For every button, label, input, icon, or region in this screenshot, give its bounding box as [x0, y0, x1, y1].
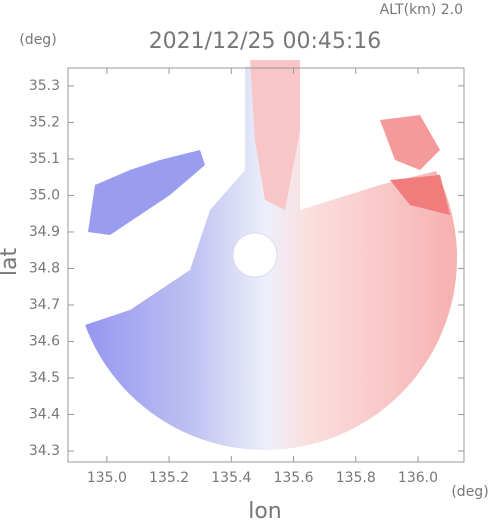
radar-echo	[390, 175, 450, 215]
x-tick-label: 135.6	[273, 470, 313, 486]
x-unit: (deg)	[451, 484, 488, 500]
y-tick-label: 34.3	[29, 443, 60, 459]
x-tick-label: 136.0	[398, 470, 438, 486]
y-tick-label: 34.4	[29, 407, 60, 423]
radar-center	[232, 232, 278, 278]
x-tick-label: 135.0	[87, 470, 127, 486]
chart-title: 2021/12/25 00:45:16	[149, 29, 382, 54]
y-axis-label: lat	[0, 248, 22, 277]
x-axis-label: lon	[248, 499, 282, 521]
radar-echo	[88, 150, 205, 235]
y-tick-label: 35.2	[29, 114, 60, 130]
y-tick-label: 35.0	[29, 187, 60, 203]
y-tick-label: 35.1	[29, 151, 60, 167]
radar-echo	[380, 115, 440, 170]
y-tick-label: 35.3	[29, 78, 60, 94]
y-tick-label: 34.5	[29, 370, 60, 386]
y-tick-label: 34.8	[29, 260, 60, 276]
x-tick-label: 135.4	[211, 470, 251, 486]
x-tick-label: 135.8	[336, 470, 376, 486]
y-tick-label: 34.7	[29, 297, 60, 313]
x-tick-label: 135.2	[149, 470, 189, 486]
plot-frame	[67, 67, 465, 463]
radar-echo	[250, 60, 300, 210]
altitude-label: ALT(km) 2.0	[380, 2, 463, 18]
y-tick-label: 34.6	[29, 333, 60, 349]
y-unit: (deg)	[19, 32, 56, 48]
y-tick-label: 34.9	[29, 224, 60, 240]
